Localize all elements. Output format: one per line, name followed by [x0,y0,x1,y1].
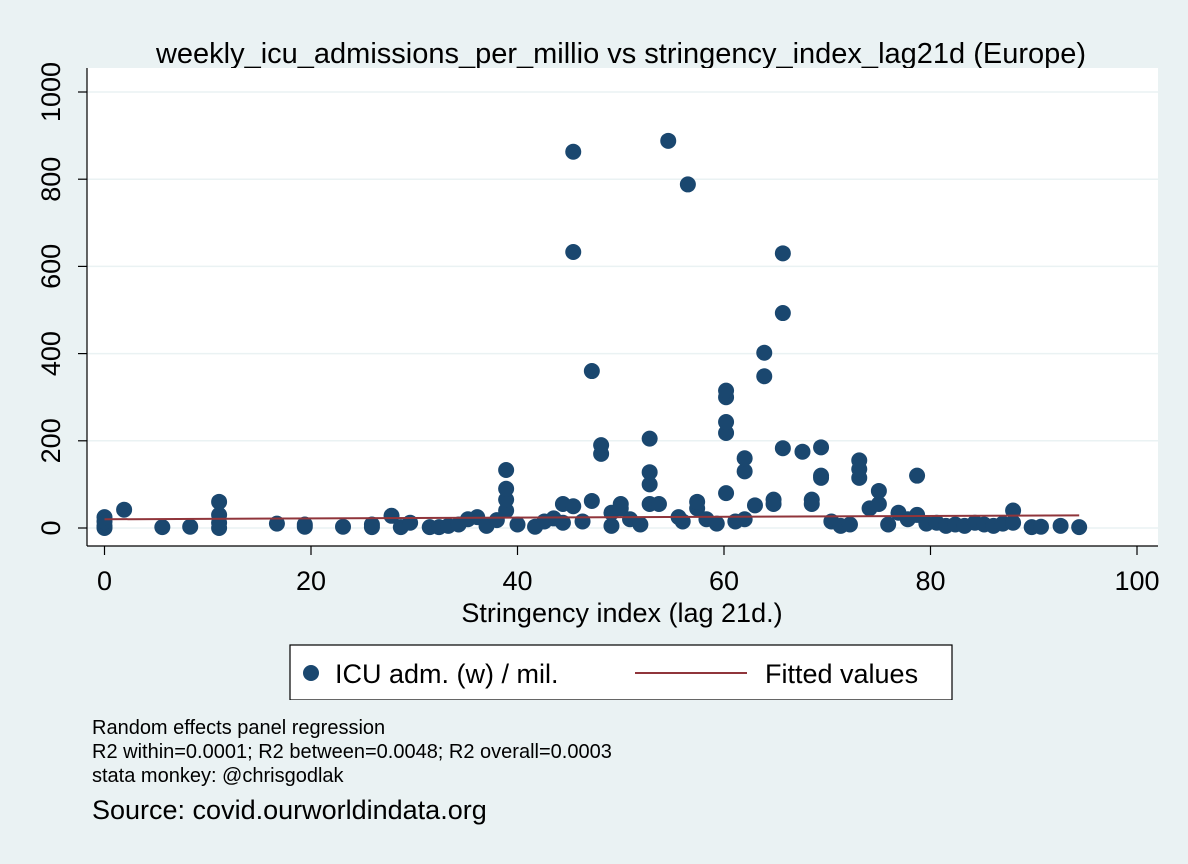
note-line-2: R2 within=0.0001; R2 between=0.0048; R2 … [92,741,612,763]
scatter-point-96 [870,482,887,499]
scatter-point-74 [746,497,763,514]
scatter-point-71 [736,463,753,480]
y-tick-label-600: 600 [36,244,66,289]
scatter-point-79 [774,305,791,322]
scatter-point-111 [1005,514,1022,531]
scatter-point-112 [1005,502,1022,519]
scatter-point-116 [1071,519,1088,536]
legend: ICU adm. (w) / mil. Fitted values [289,644,953,700]
scatter-point-95 [870,496,887,513]
fitted-line [104,514,1080,521]
scatter-point-72 [736,450,753,467]
scatter-point-6 [182,518,199,535]
scatter-point-14 [335,518,352,535]
legend-label-fit: Fitted values [765,659,918,689]
scatter-point-93 [851,452,868,469]
y-tick-label-800: 800 [36,157,66,202]
chart-title: weekly_icu_admissions_per_millio vs stri… [155,38,1086,70]
x-axis-label: Stringency index (lag 21d.) [461,598,782,628]
scatter-point-90 [841,516,858,533]
scatter-point-45 [593,437,610,454]
y-tick-label-200: 200 [36,418,66,463]
legend-box [289,644,953,700]
legend-label-scatter: ICU adm. (w) / mil. [335,659,559,689]
scatter-point-56 [650,496,667,513]
scatter-point-39 [565,244,582,261]
scatter-point-3 [96,509,113,526]
scatter-point-87 [813,439,830,456]
x-tick-label-0: 0 [97,566,112,596]
scatter-point-60 [679,176,696,193]
x-tick-label-20: 20 [296,566,326,596]
scatter-point-32 [509,516,526,533]
scatter-point-16 [363,516,380,533]
scatter-point-5 [154,519,171,536]
y-tick-label-0: 0 [36,520,66,535]
scatter-point-86 [813,467,830,484]
scatter-point-64 [708,515,725,532]
scatter-point-100 [909,467,926,484]
scatter-point-97 [880,516,897,533]
scatter-point-80 [774,245,791,262]
scatter-point-49 [612,500,629,517]
scatter-point-114 [1032,518,1049,535]
scatter-point-40 [565,143,582,160]
scatter-point-65 [718,485,735,502]
scatter-point-30 [498,480,515,497]
note-line-1: Random effects panel regression [92,717,386,739]
fitted-values-line [104,514,1080,521]
source-note: Source: covid.ourworldindata.org [92,795,487,825]
scatter-point-53 [641,476,658,493]
x-tick-label-40: 40 [502,566,532,596]
plot-area [87,68,1158,546]
scatter-point-69 [718,382,735,399]
y-tick-label-1000: 1000 [36,62,66,122]
scatter-point-51 [632,516,649,533]
axes: 0 200 400 600 800 1000 0 20 40 60 80 100 [36,62,1160,596]
scatter-point-55 [641,430,658,447]
scatter-point-54 [641,464,658,481]
regression-notes: Random effects panel regression R2 withi… [92,716,612,788]
scatter-point-10 [211,493,228,510]
scatter-point-81 [774,440,791,457]
scatter-point-84 [803,491,820,508]
data-points [96,132,1088,536]
scatter-point-4 [116,501,133,518]
scatter-point-43 [583,363,600,380]
scatter-point-115 [1052,517,1069,534]
scatter-point-13 [296,516,313,533]
scatter-point-47 [603,517,620,534]
scatter-chart: weekly_icu_admissions_per_millio vs stri… [36,38,1160,700]
scatter-point-42 [583,492,600,509]
scatter-point-31 [498,462,515,479]
scatter-point-73 [736,511,753,528]
scatter-point-82 [794,443,811,460]
scatter-point-76 [756,344,773,361]
scatter-point-41 [574,513,591,530]
scatter-point-57 [660,132,677,149]
note-line-3: stata monkey: @chrisgodlak [92,765,344,787]
x-tick-label-80: 80 [915,566,945,596]
scatter-point-67 [718,414,735,431]
scatter-point-75 [756,368,773,385]
scatter-point-59 [674,513,691,530]
y-tick-label-400: 400 [36,331,66,376]
scatter-point-78 [765,491,782,508]
scatter-point-62 [689,493,706,510]
scatter-point-11 [268,515,285,532]
scatter-point-17 [383,507,400,524]
scatter-point-38 [565,498,582,515]
scatter-point-36 [554,514,571,531]
x-tick-label-100: 100 [1114,566,1159,596]
legend-scatter-marker [303,665,319,681]
x-tick-label-60: 60 [709,566,739,596]
